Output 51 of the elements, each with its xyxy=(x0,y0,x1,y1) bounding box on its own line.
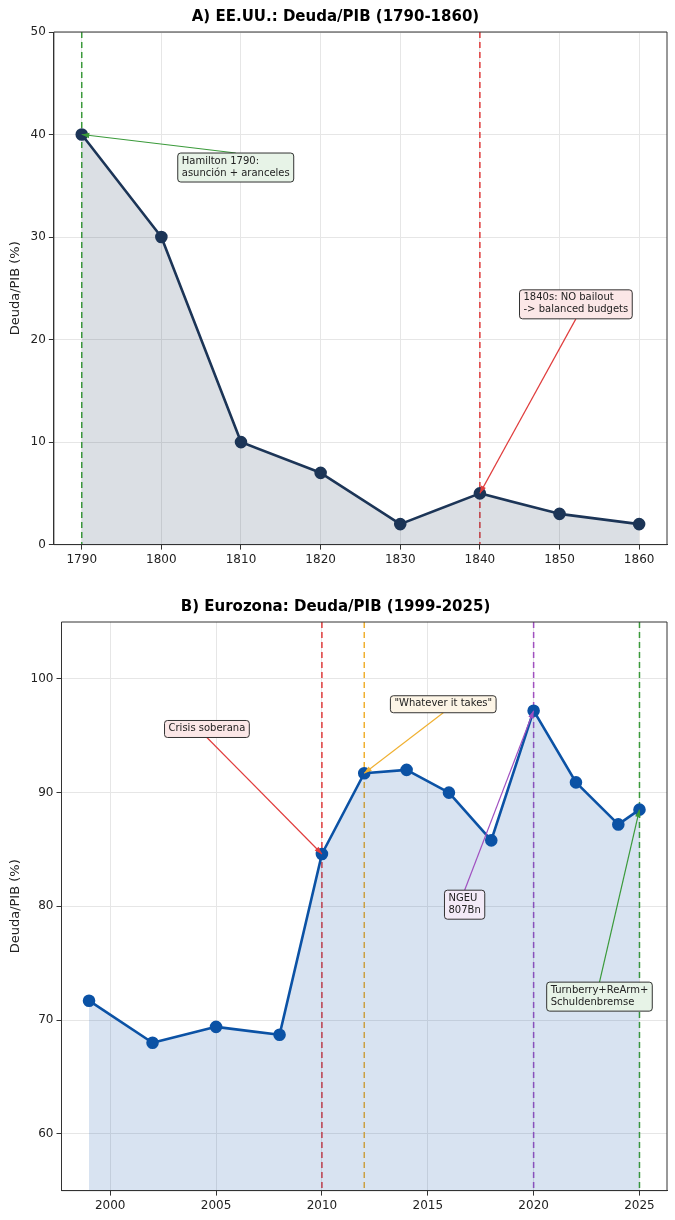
x-tick-label: 2005 xyxy=(200,1197,232,1212)
annotation: Crisis soberana xyxy=(168,722,246,734)
x-tick-label: 1800 xyxy=(146,551,177,566)
point xyxy=(155,230,168,244)
y-tick-label: 0 xyxy=(38,536,46,551)
point xyxy=(632,517,646,531)
y-tick-label: 70 xyxy=(38,1012,54,1027)
x-tick-label: 2025 xyxy=(624,1197,655,1212)
point xyxy=(273,1028,286,1042)
x-tick-label: 1820 xyxy=(305,551,336,566)
x-tick-label: 1860 xyxy=(623,551,655,566)
point xyxy=(484,834,498,847)
y-axis-title: Deuda/PIB (%) xyxy=(7,241,23,336)
point xyxy=(393,517,407,531)
x-tick-label: 2020 xyxy=(518,1197,549,1212)
y-tick-label: 90 xyxy=(38,784,54,799)
x-tick-label: 2000 xyxy=(94,1197,126,1212)
x-tick-label: 1850 xyxy=(544,551,575,566)
x-tick-label: 2015 xyxy=(412,1197,444,1212)
point xyxy=(82,994,96,1007)
y-tick-label: 40 xyxy=(30,126,46,141)
y-tick-label: 50 xyxy=(30,24,46,39)
annotation: 1840s: NO bailout -> balanced budgets xyxy=(523,291,629,315)
point xyxy=(400,763,413,777)
point xyxy=(209,1020,223,1034)
y-tick-label: 60 xyxy=(38,1125,54,1140)
x-tick-label: 1810 xyxy=(225,551,257,566)
chart-title: B) Eurozona: Deuda/PIB (1999-2025) xyxy=(180,596,491,615)
annotation: "Whatever it takes" xyxy=(394,697,493,709)
x-tick-label: 2010 xyxy=(306,1197,338,1212)
annotation: NGEU 807Bn xyxy=(448,891,481,915)
y-tick-label: 20 xyxy=(30,331,46,346)
y-tick-label: 100 xyxy=(30,670,54,685)
y-tick-label: 10 xyxy=(30,434,46,449)
x-tick-label: 1790 xyxy=(66,551,98,566)
x-tick-label: 1840 xyxy=(464,551,496,566)
x-tick-label: 1830 xyxy=(384,551,416,566)
point xyxy=(553,507,566,521)
point xyxy=(569,776,583,789)
point xyxy=(234,435,248,449)
point xyxy=(612,818,625,831)
y-tick-label: 30 xyxy=(30,229,46,244)
point xyxy=(146,1036,159,1050)
annotation: Hamilton 1790: asunción + aranceles xyxy=(181,154,290,178)
point xyxy=(314,466,327,480)
point xyxy=(315,847,329,861)
annotation: Turnberry+ReArm+ Schuldenbremse xyxy=(549,983,649,1007)
chart-title: A) EE.UU.: Deuda/PIB (1790-1860) xyxy=(191,6,480,25)
point xyxy=(442,786,456,799)
y-tick-label: 80 xyxy=(38,898,54,913)
y-axis-title: Deuda/PIB (%) xyxy=(7,859,23,954)
